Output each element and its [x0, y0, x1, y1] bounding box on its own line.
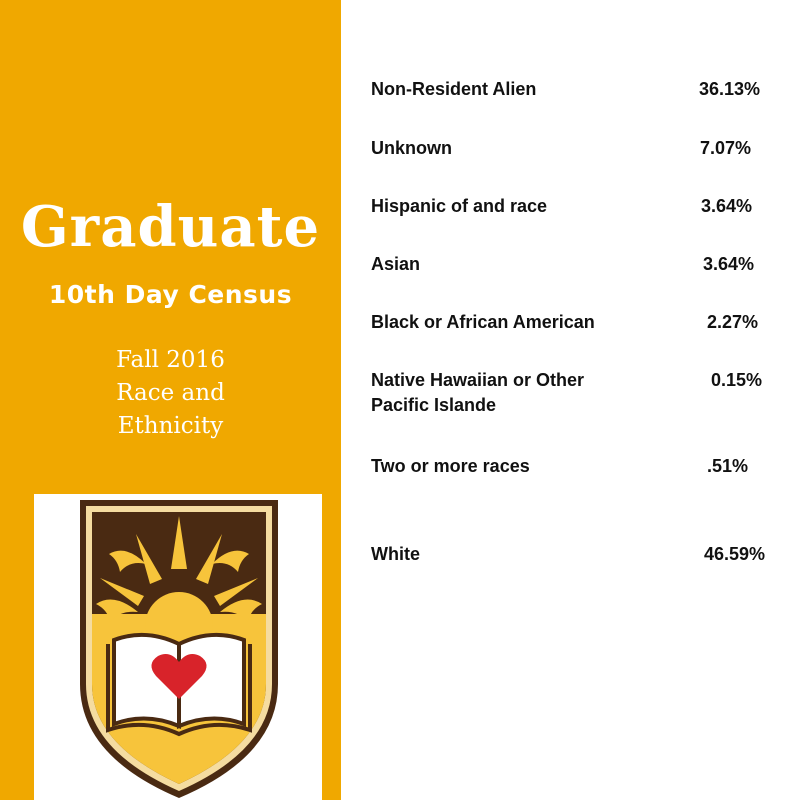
- subtitle-line-ethnicity: Ethnicity: [117, 413, 224, 439]
- row-label: Unknown: [371, 138, 452, 158]
- subtitle-line-term: Fall 2016: [116, 347, 225, 373]
- row-label: Two or more races: [371, 456, 530, 476]
- census-heading: 10th Day Census: [48, 280, 293, 309]
- right-panel: [341, 0, 800, 800]
- subtitle: Fall 2016 Race and Ethnicity: [0, 344, 341, 443]
- row-label: Hispanic of and race: [371, 196, 548, 216]
- row-label: Non-Resident Alien: [371, 79, 537, 99]
- row-label-line: Pacific Islande: [371, 395, 497, 415]
- university-shield-crest-icon: [80, 500, 278, 798]
- row-label-line: Native Hawaiian or Other: [371, 370, 585, 390]
- row-value: 46.59%: [704, 544, 766, 564]
- row-label: Black or African American: [371, 312, 595, 332]
- row-value: 7.07%: [700, 138, 752, 158]
- row-label: Native Hawaiian or Other Pacific Islande: [371, 368, 671, 418]
- row-value: 2.27%: [707, 312, 759, 332]
- row-value: .51%: [707, 456, 749, 476]
- row-value: 3.64%: [701, 196, 753, 216]
- row-value: 36.13%: [699, 79, 761, 99]
- left-panel: Graduate 10th Day Census Fall 2016 Race …: [0, 0, 341, 800]
- page-title: Graduate: [20, 194, 321, 260]
- logo: [34, 494, 322, 800]
- row-label: Asian: [371, 254, 421, 274]
- row-value: 3.64%: [703, 254, 755, 274]
- row-label: White: [371, 544, 420, 564]
- row-value: 0.15%: [711, 370, 763, 390]
- subtitle-line-race: Race and: [116, 380, 225, 406]
